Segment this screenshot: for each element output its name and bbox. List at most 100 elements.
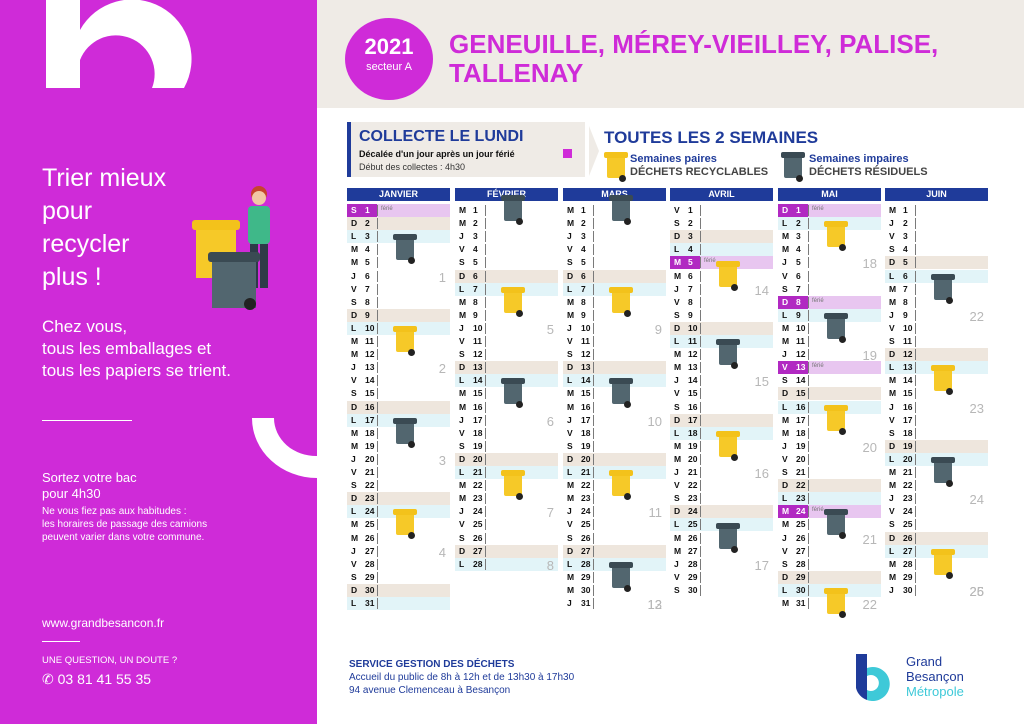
day-separator	[700, 388, 704, 400]
day-number: 20	[796, 453, 806, 464]
day-row: M 15	[563, 387, 666, 400]
day-separator	[808, 296, 812, 308]
day-number: 24	[365, 506, 375, 517]
day-letter: M	[889, 388, 897, 399]
holiday-label: férié	[381, 206, 393, 212]
day-number: 29	[581, 571, 591, 582]
day-letter: L	[674, 427, 680, 438]
day-separator	[485, 375, 489, 387]
day-number: 13	[903, 362, 913, 373]
day-letter: M	[889, 558, 897, 569]
yellow-bin-icon	[931, 365, 955, 396]
day-separator	[485, 532, 489, 544]
week-number: 22	[969, 308, 984, 324]
month-header: MARS	[563, 188, 666, 201]
day-number: 1	[903, 205, 908, 215]
day-number: 27	[581, 545, 591, 556]
day-row: M 26	[670, 532, 773, 545]
day-letter: M	[674, 545, 682, 556]
phone-number[interactable]: ✆ 03 81 41 55 35	[42, 671, 152, 687]
day-separator	[700, 349, 704, 361]
day-letter: M	[782, 336, 790, 346]
day-separator	[377, 493, 381, 505]
day-separator	[808, 349, 812, 361]
day-number: 12	[581, 349, 591, 360]
grey-bin-icon	[716, 339, 740, 370]
week-number: 1	[438, 269, 446, 285]
holiday-marker	[778, 295, 808, 309]
day-row: M 19	[347, 440, 450, 453]
day-number: 30	[365, 584, 375, 595]
day-separator	[377, 322, 381, 334]
day-separator	[700, 205, 704, 216]
day-number: 4	[581, 244, 586, 255]
day-row: J 24	[455, 505, 558, 518]
day-letter: J	[782, 257, 787, 268]
day-row: S 14	[778, 374, 881, 387]
day-number: 3	[473, 231, 478, 242]
day-number: 8	[688, 296, 693, 307]
day-number: 15	[903, 388, 913, 399]
holiday-shift-note: Décalée d'un jour après un jour férié	[359, 149, 515, 159]
day-letter: D	[674, 414, 681, 425]
day-row: S 16	[670, 401, 773, 414]
day-separator	[700, 519, 704, 531]
day-letter: D	[459, 270, 466, 281]
day-separator	[808, 257, 812, 269]
day-separator	[377, 401, 381, 413]
day-separator	[377, 584, 381, 596]
day-separator	[700, 493, 704, 505]
day-separator	[915, 558, 919, 570]
day-letter: J	[674, 467, 679, 477]
day-letter: M	[674, 270, 682, 281]
week-number: 23	[969, 400, 984, 416]
day-row: S 26	[563, 532, 666, 545]
day-letter: J	[782, 349, 787, 360]
day-row: D 15	[778, 387, 881, 401]
day-number: 27	[365, 545, 375, 556]
yellow-bin-icon	[716, 430, 740, 461]
day-separator	[485, 388, 489, 400]
day-separator	[377, 571, 381, 583]
day-number: 20	[473, 453, 483, 464]
day-letter: V	[674, 480, 680, 491]
week-number: 16	[754, 466, 769, 481]
website-link[interactable]: www.grandbesancon.fr	[42, 616, 165, 630]
day-number: 17	[796, 414, 806, 425]
day-number: 5	[365, 257, 370, 268]
day-row: M 22	[885, 479, 988, 492]
day-separator	[485, 440, 489, 452]
day-row: S 22	[347, 479, 450, 492]
holiday-label: férié	[812, 507, 824, 514]
day-number: 13	[473, 362, 483, 373]
day-number: 18	[365, 427, 375, 438]
day-letter: L	[351, 322, 357, 333]
grey-bin-icon	[931, 457, 955, 487]
day-letter: S	[889, 519, 895, 530]
day-separator	[593, 519, 597, 531]
day-number: 7	[903, 283, 908, 294]
week-number: 24	[969, 492, 984, 508]
day-number: 10	[903, 322, 913, 333]
day-letter: V	[459, 244, 465, 255]
day-row: S 19	[455, 440, 558, 453]
day-separator	[485, 480, 489, 492]
month-header: JANVIER	[347, 188, 450, 201]
day-letter: M	[674, 532, 682, 543]
day-letter: S	[674, 584, 680, 595]
month-header: JUIN	[885, 188, 988, 201]
day-number: 29	[688, 571, 698, 582]
day-letter: M	[782, 231, 790, 242]
day-letter: M	[782, 322, 790, 333]
day-number: 16	[688, 401, 698, 412]
day-row: M 27	[670, 545, 773, 558]
day-row: J 23	[885, 492, 988, 505]
day-separator	[485, 257, 489, 269]
day-separator	[808, 270, 812, 282]
day-row: V 25	[563, 518, 666, 531]
day-letter: M	[567, 493, 575, 504]
